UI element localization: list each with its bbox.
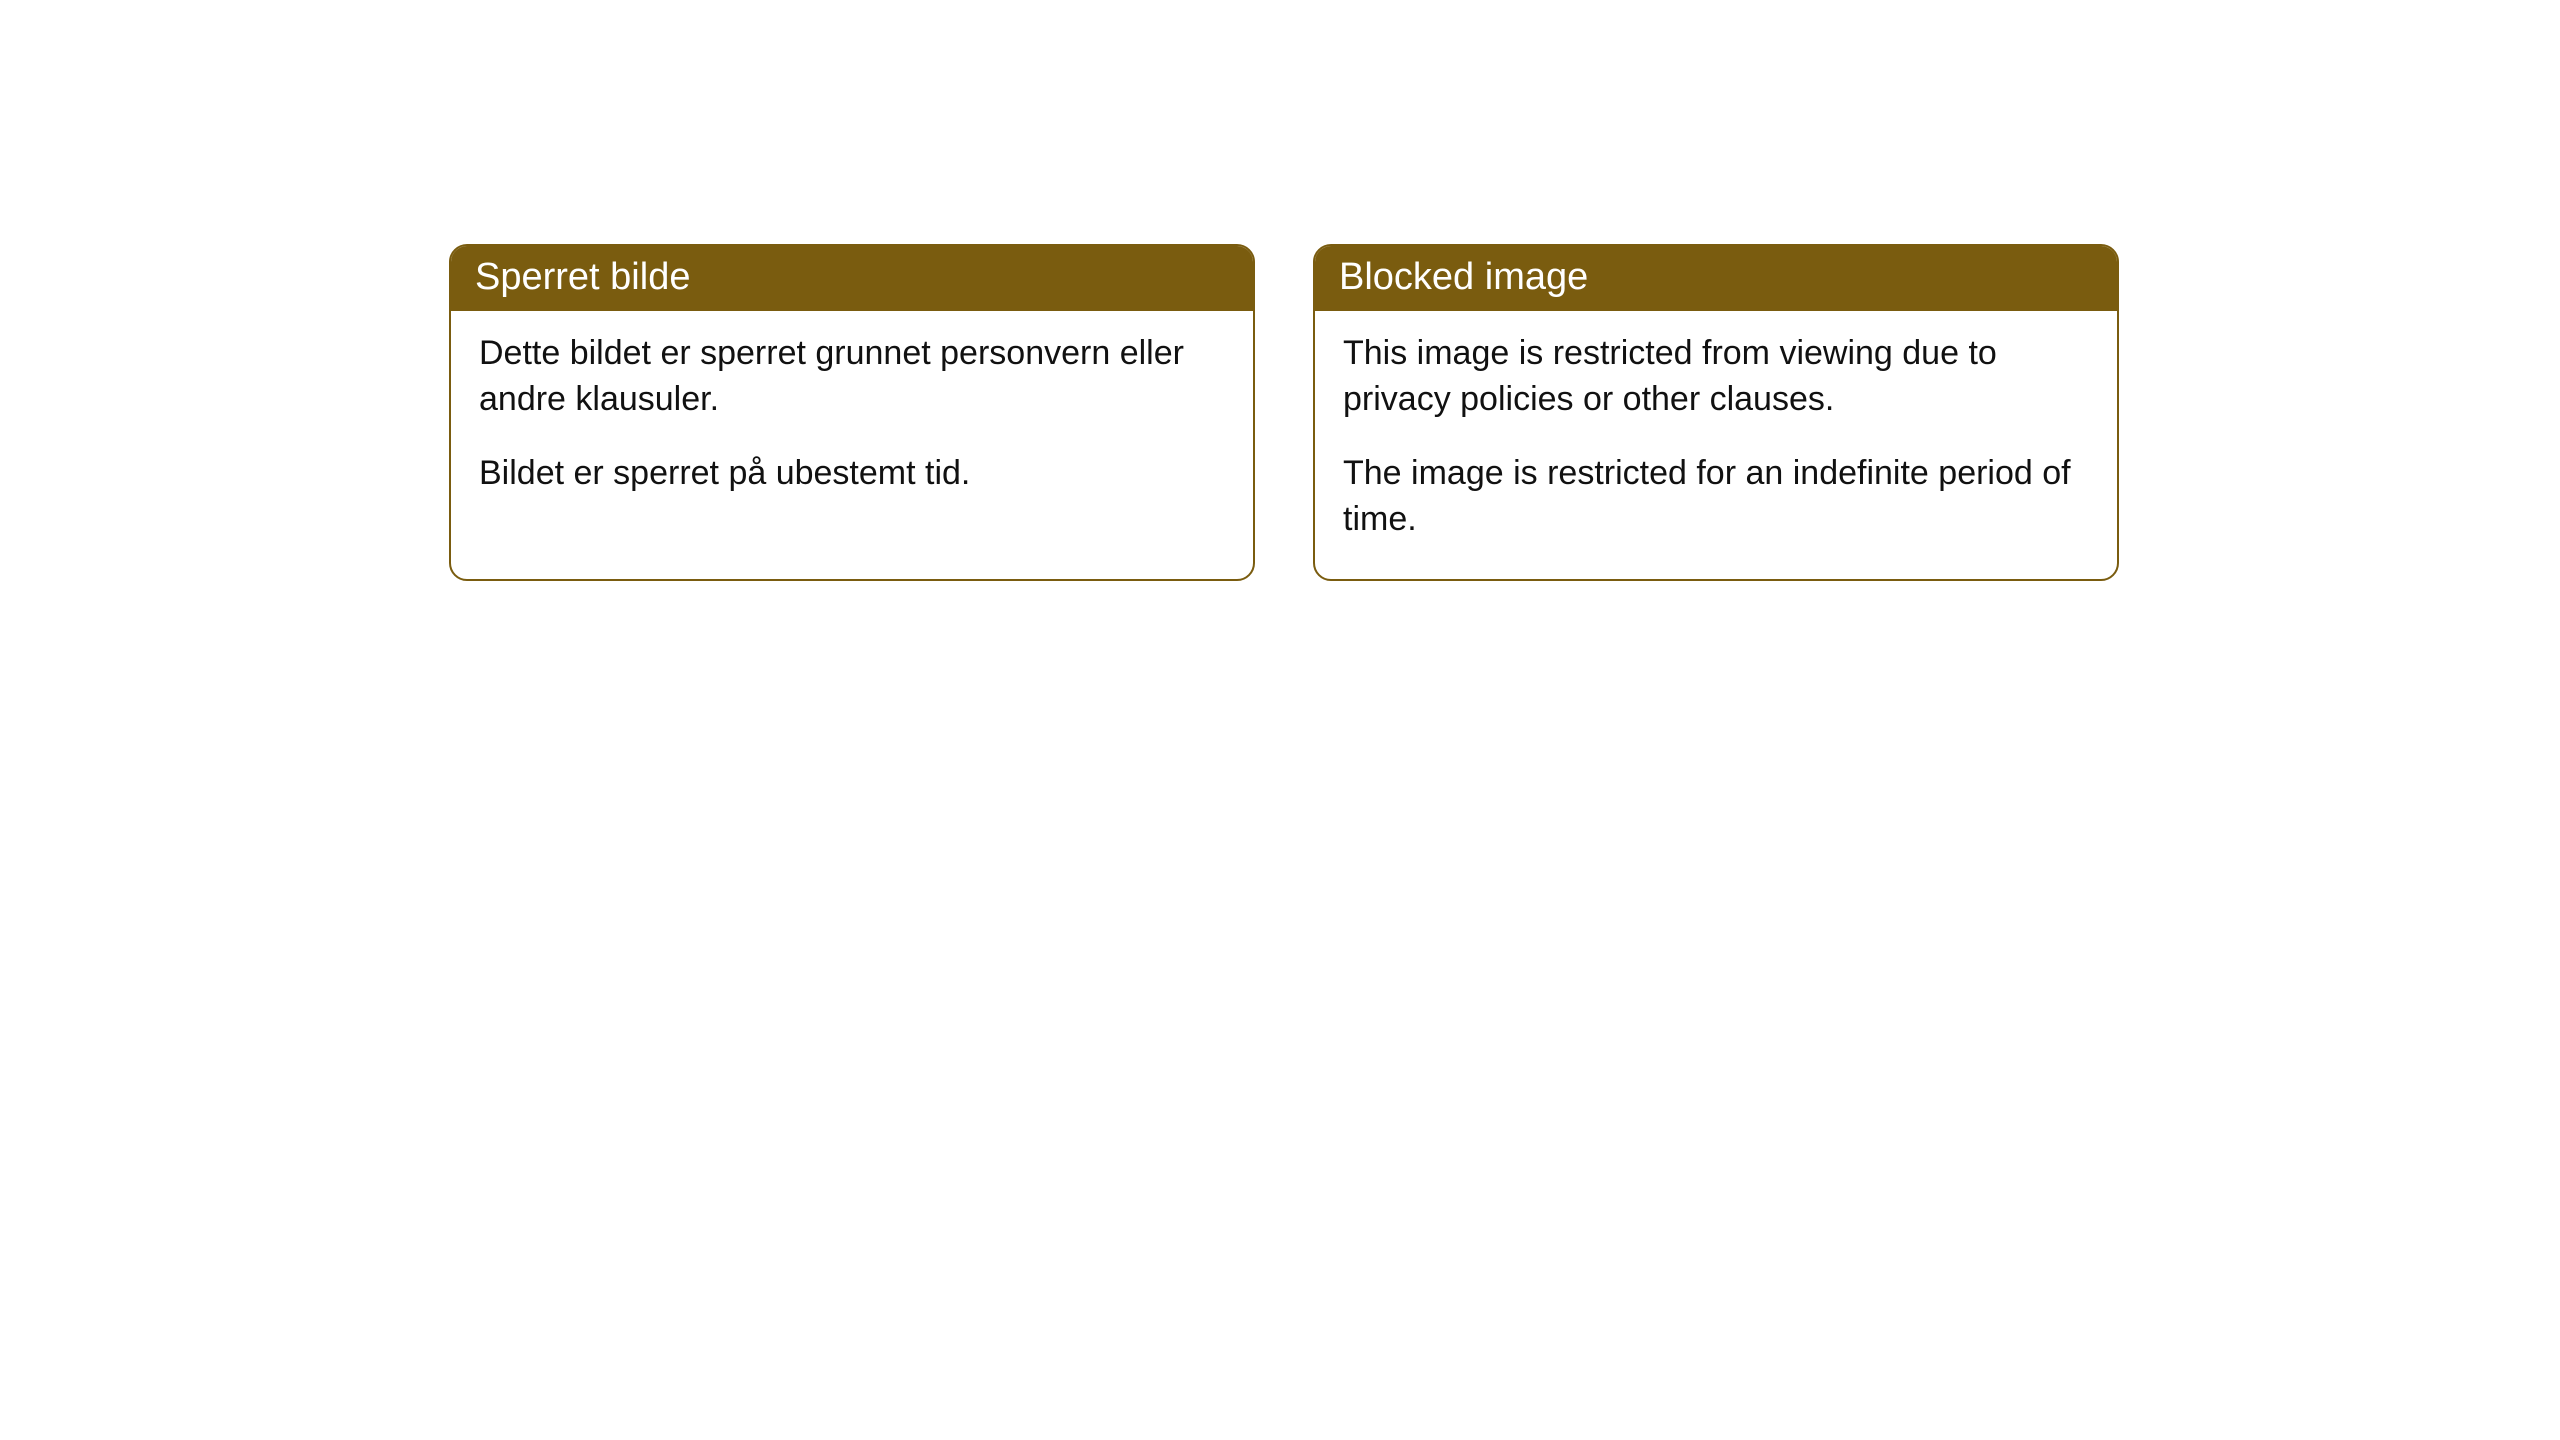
card-header-no: Sperret bilde xyxy=(451,246,1253,311)
blocked-image-card-en: Blocked image This image is restricted f… xyxy=(1313,244,2119,581)
card-paragraph-no-2: Bildet er sperret på ubestemt tid. xyxy=(479,451,1225,497)
card-body-en: This image is restricted from viewing du… xyxy=(1315,311,2117,579)
card-body-no: Dette bildet er sperret grunnet personve… xyxy=(451,311,1253,533)
card-paragraph-en-2: The image is restricted for an indefinit… xyxy=(1343,451,2089,543)
blocked-image-card-no: Sperret bilde Dette bildet er sperret gr… xyxy=(449,244,1255,581)
card-paragraph-en-1: This image is restricted from viewing du… xyxy=(1343,331,2089,423)
card-header-en: Blocked image xyxy=(1315,246,2117,311)
card-paragraph-no-1: Dette bildet er sperret grunnet personve… xyxy=(479,331,1225,423)
cards-container: Sperret bilde Dette bildet er sperret gr… xyxy=(449,244,2119,581)
